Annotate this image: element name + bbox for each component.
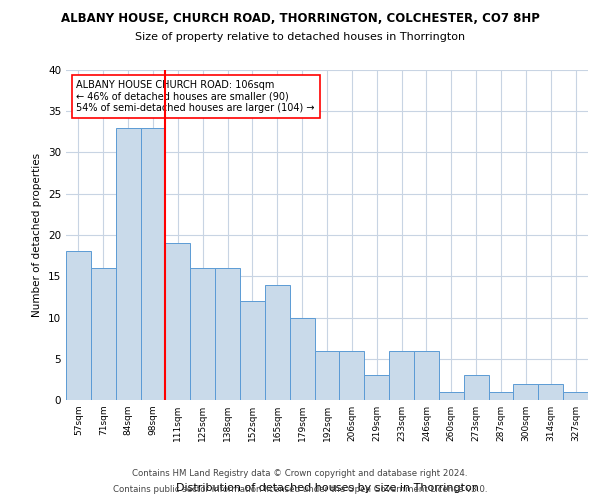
Bar: [240, 301, 265, 400]
Bar: [190, 268, 215, 400]
Bar: [66, 252, 91, 400]
Text: ALBANY HOUSE, CHURCH ROAD, THORRINGTON, COLCHESTER, CO7 8HP: ALBANY HOUSE, CHURCH ROAD, THORRINGTON, …: [61, 12, 539, 26]
Y-axis label: Number of detached properties: Number of detached properties: [32, 153, 43, 317]
Bar: [514, 384, 538, 400]
Text: ALBANY HOUSE CHURCH ROAD: 106sqm
← 46% of detached houses are smaller (90)
54% o: ALBANY HOUSE CHURCH ROAD: 106sqm ← 46% o…: [76, 80, 315, 113]
X-axis label: Distribution of detached houses by size in Thorrington: Distribution of detached houses by size …: [176, 483, 478, 493]
Text: Contains HM Land Registry data © Crown copyright and database right 2024.: Contains HM Land Registry data © Crown c…: [132, 468, 468, 477]
Bar: [389, 350, 414, 400]
Bar: [116, 128, 140, 400]
Bar: [290, 318, 314, 400]
Bar: [414, 350, 439, 400]
Bar: [215, 268, 240, 400]
Text: Contains public sector information licensed under the Open Government Licence v3: Contains public sector information licen…: [113, 485, 487, 494]
Bar: [314, 350, 340, 400]
Bar: [563, 392, 588, 400]
Bar: [439, 392, 464, 400]
Text: Size of property relative to detached houses in Thorrington: Size of property relative to detached ho…: [135, 32, 465, 42]
Bar: [488, 392, 514, 400]
Bar: [464, 375, 488, 400]
Bar: [166, 244, 190, 400]
Bar: [265, 284, 290, 400]
Bar: [340, 350, 364, 400]
Bar: [91, 268, 116, 400]
Bar: [538, 384, 563, 400]
Bar: [140, 128, 166, 400]
Bar: [364, 375, 389, 400]
